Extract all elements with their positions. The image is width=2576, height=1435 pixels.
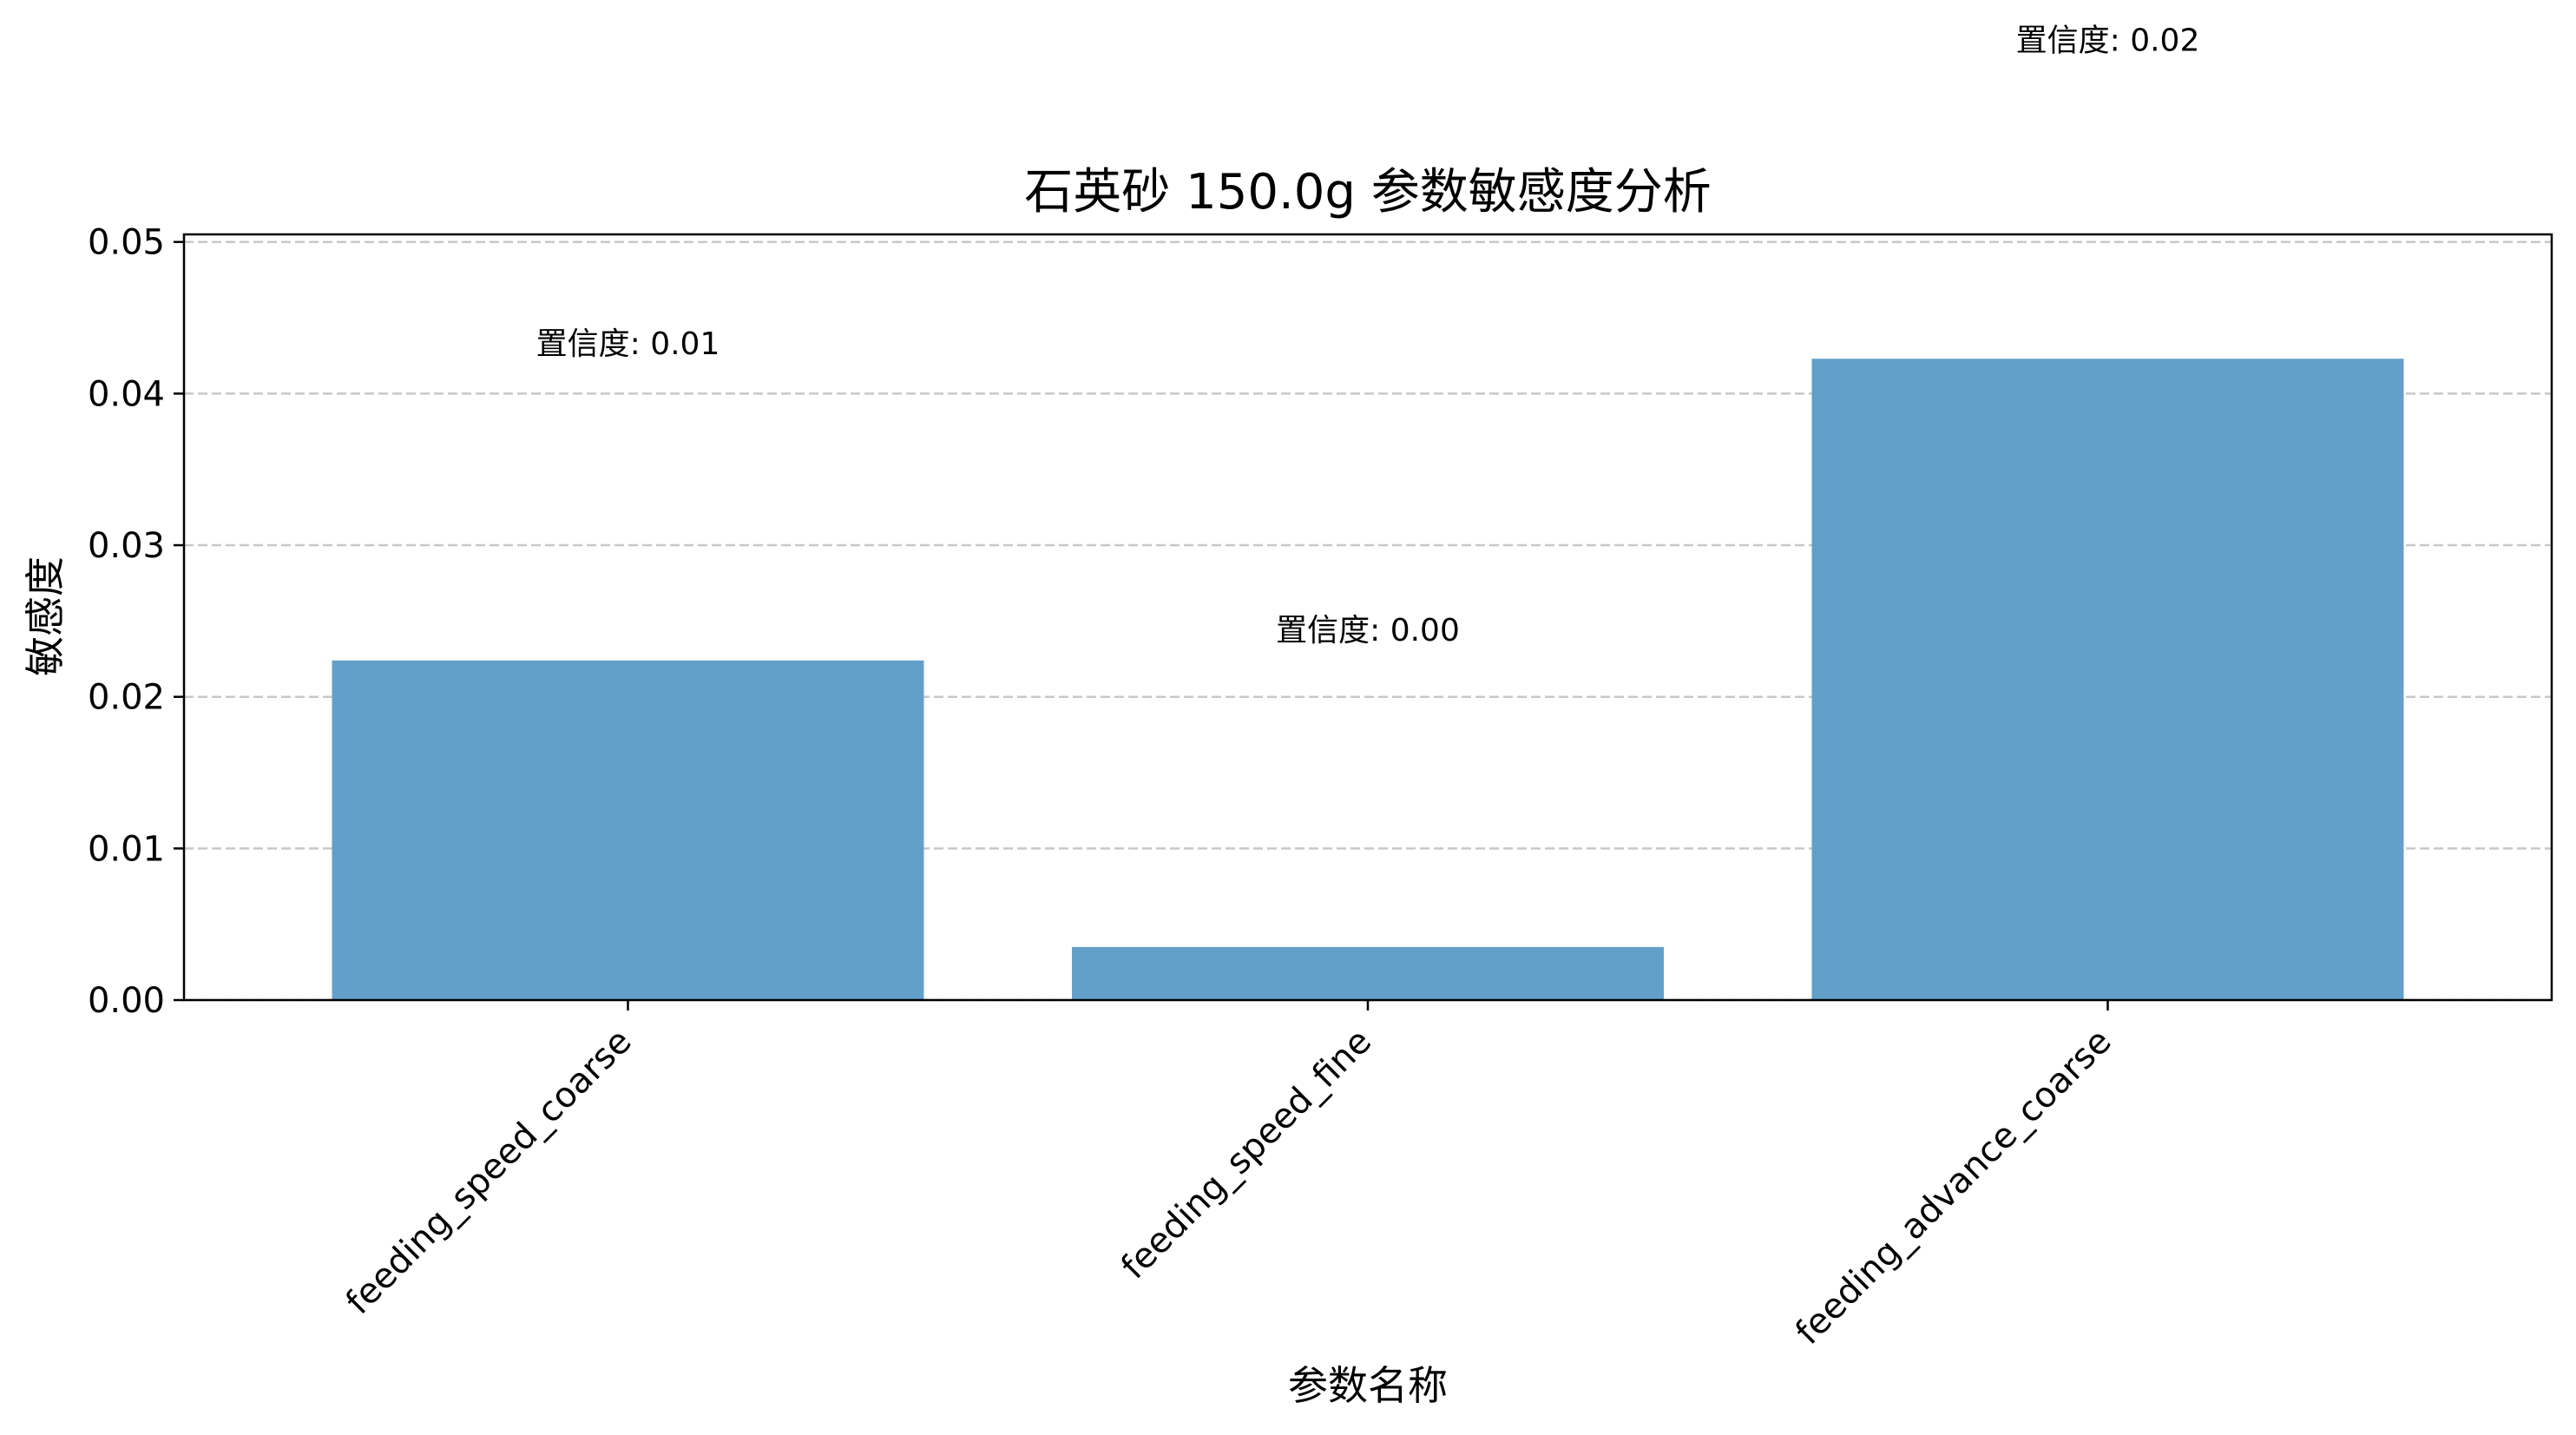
y-tick-label: 0.02 <box>88 678 165 718</box>
x-axis-label: 参数名称 <box>1288 1362 1448 1409</box>
x-tick-label: feeding_speed_fine <box>1114 1022 1379 1287</box>
y-axis-label: 敏感度 <box>22 556 69 676</box>
y-tick-label: 0.05 <box>88 223 165 263</box>
bar <box>332 660 924 1000</box>
chart-title: 石英砂 150.0g 参数敏感度分析 <box>1024 164 1711 221</box>
bar-annotation: 置信度: 0.01 <box>536 326 720 362</box>
y-tick-label: 0.03 <box>88 526 165 566</box>
y-tick-label: 0.01 <box>88 829 165 869</box>
y-tick-label: 0.04 <box>88 374 165 414</box>
plot-area: 置信度: 0.01 置信度: 0.00 置信度: 0.02 0.00 0.01 0.02 0… <box>88 23 2553 1353</box>
x-tick-label: feeding_speed_coarse <box>338 1022 640 1323</box>
bar <box>1072 946 1664 1000</box>
bar <box>1811 359 2404 1001</box>
bar-annotation: 置信度: 0.00 <box>1276 613 1460 648</box>
y-tick-label: 0.00 <box>88 981 165 1021</box>
bar-annotation: 置信度: 0.02 <box>2016 23 2200 59</box>
x-tick-label: feeding_advance_coarse <box>1788 1022 2119 1353</box>
